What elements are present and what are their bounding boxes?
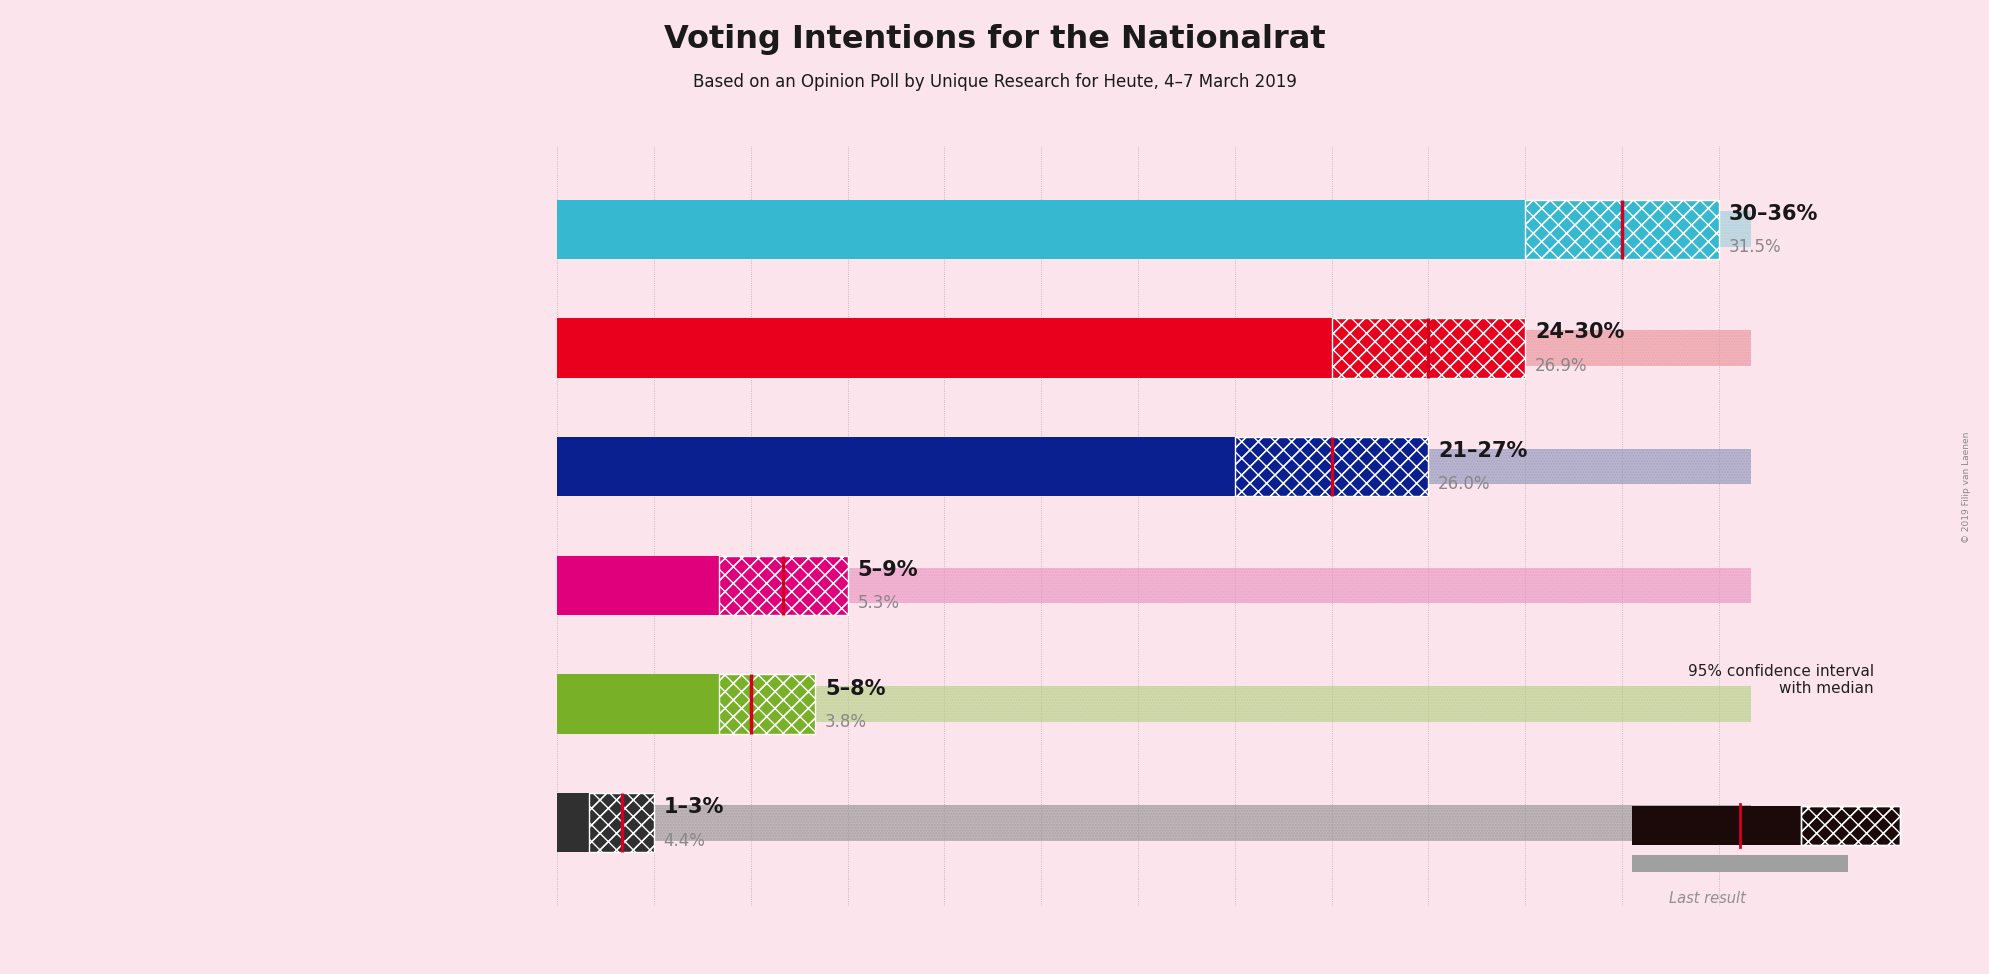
Text: 26.0%: 26.0% xyxy=(1438,475,1490,494)
Bar xyxy=(557,793,589,852)
Bar xyxy=(557,805,1750,841)
Bar xyxy=(557,318,1331,378)
Bar xyxy=(718,555,847,615)
Bar xyxy=(557,437,1235,497)
Bar xyxy=(1331,318,1524,378)
Text: 5–8%: 5–8% xyxy=(825,679,885,698)
Bar xyxy=(1631,806,1800,844)
Bar xyxy=(557,330,1750,365)
Bar xyxy=(557,211,1750,247)
Bar xyxy=(1800,806,1899,844)
Text: 21–27%: 21–27% xyxy=(1438,441,1528,461)
Text: 24–30%: 24–30% xyxy=(1534,322,1623,343)
Bar xyxy=(557,568,1750,603)
Bar xyxy=(589,793,654,852)
Text: Last result: Last result xyxy=(1669,891,1744,906)
Text: 4.4%: 4.4% xyxy=(664,832,706,849)
Bar xyxy=(718,555,847,615)
Bar xyxy=(1331,318,1524,378)
Bar xyxy=(1235,437,1428,497)
Text: 30–36%: 30–36% xyxy=(1728,204,1818,224)
Text: Voting Intentions for the Nationalrat: Voting Intentions for the Nationalrat xyxy=(664,24,1325,56)
Bar xyxy=(589,793,654,852)
Bar xyxy=(718,674,815,733)
Bar xyxy=(557,200,1524,259)
Bar xyxy=(557,555,718,615)
Text: 31.5%: 31.5% xyxy=(1728,238,1780,256)
Bar xyxy=(557,211,1750,247)
Bar xyxy=(557,449,1750,484)
Text: 26.9%: 26.9% xyxy=(1534,356,1587,375)
Text: 3.8%: 3.8% xyxy=(825,713,867,730)
Text: 5–9%: 5–9% xyxy=(857,560,917,580)
Text: 1–3%: 1–3% xyxy=(664,798,724,817)
Bar xyxy=(557,449,1750,484)
Text: © 2019 Filip van Laenen: © 2019 Filip van Laenen xyxy=(1961,431,1969,543)
Text: 5.3%: 5.3% xyxy=(857,594,899,612)
Text: Based on an Opinion Poll by Unique Research for Heute, 4–7 March 2019: Based on an Opinion Poll by Unique Resea… xyxy=(692,73,1297,91)
Bar xyxy=(1235,437,1428,497)
Bar xyxy=(557,687,1750,722)
Bar xyxy=(557,805,1750,841)
Bar xyxy=(557,687,1750,722)
Bar xyxy=(1631,855,1846,872)
Text: 95% confidence interval
with median: 95% confidence interval with median xyxy=(1687,664,1874,696)
Bar xyxy=(1524,200,1718,259)
Bar xyxy=(557,330,1750,365)
Bar xyxy=(1800,806,1899,844)
Bar xyxy=(557,568,1750,603)
Bar xyxy=(718,674,815,733)
Bar xyxy=(557,674,718,733)
Bar xyxy=(1524,200,1718,259)
